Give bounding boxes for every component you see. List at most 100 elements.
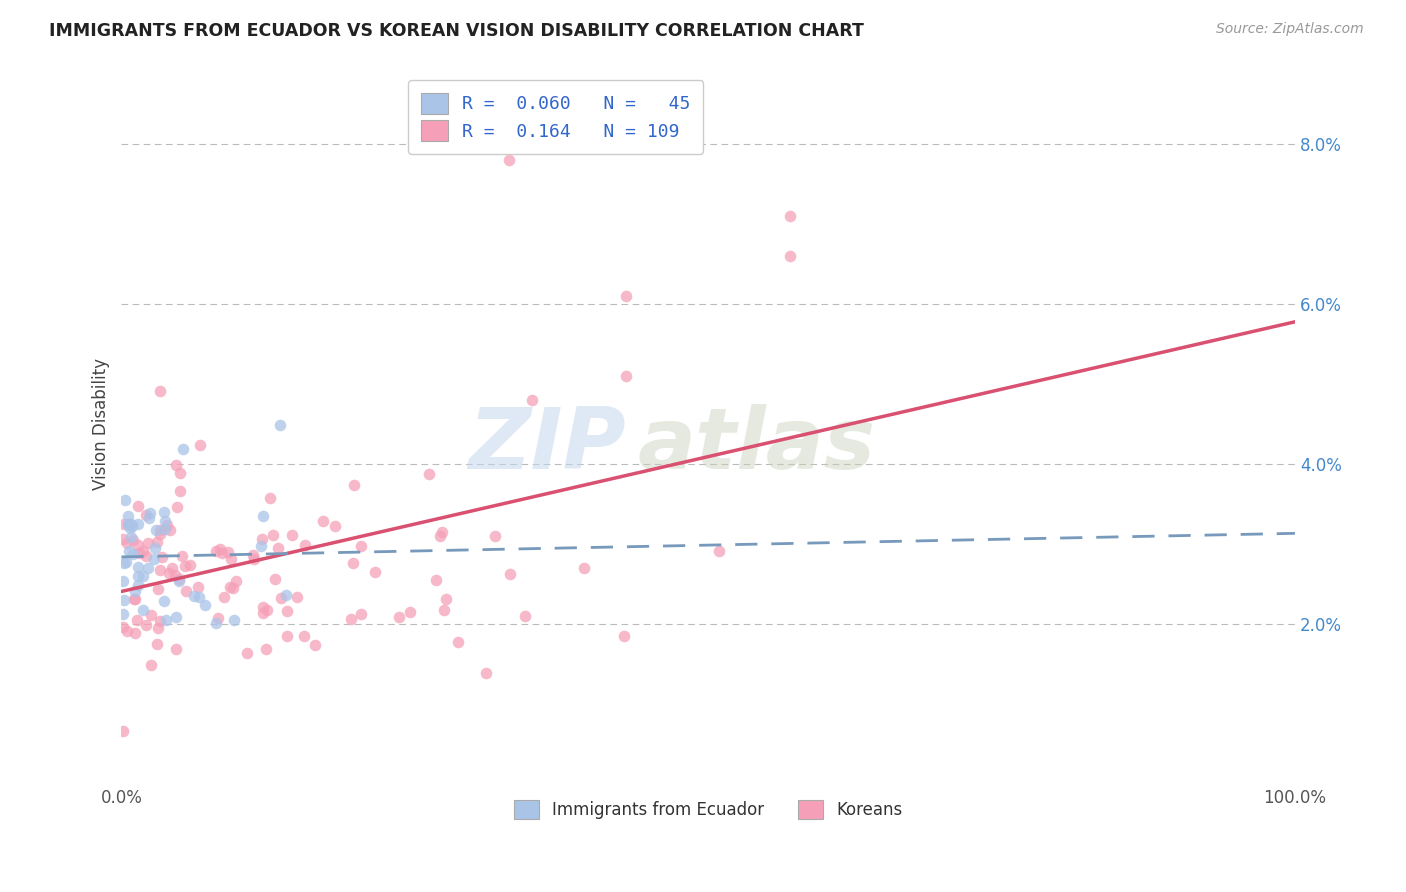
Point xyxy=(169,466,191,480)
Point xyxy=(153,505,176,519)
Point xyxy=(128,546,150,560)
Point xyxy=(614,289,637,303)
Point xyxy=(281,527,304,541)
Point xyxy=(614,368,637,383)
Point xyxy=(112,556,135,570)
Point xyxy=(117,516,139,531)
Point xyxy=(127,499,149,513)
Point xyxy=(155,514,177,528)
Point xyxy=(132,544,155,558)
Point xyxy=(418,467,440,481)
Text: ZIP: ZIP xyxy=(468,404,626,487)
Point xyxy=(115,555,138,569)
Point xyxy=(124,592,146,607)
Point xyxy=(124,584,146,599)
Point xyxy=(112,516,135,531)
Point xyxy=(132,603,155,617)
Point xyxy=(447,635,470,649)
Point xyxy=(269,417,291,432)
Point xyxy=(155,613,177,627)
Point xyxy=(111,532,134,546)
Point xyxy=(111,620,134,634)
Point xyxy=(118,516,141,531)
Point xyxy=(312,514,335,528)
Point xyxy=(159,523,181,537)
Point xyxy=(138,536,160,550)
Point xyxy=(145,523,167,537)
Point xyxy=(146,621,169,635)
Point xyxy=(429,529,451,543)
Point xyxy=(499,566,522,581)
Point xyxy=(135,549,157,563)
Point xyxy=(156,518,179,533)
Point xyxy=(222,581,245,595)
Point xyxy=(242,548,264,562)
Point xyxy=(252,533,274,547)
Point xyxy=(513,609,536,624)
Point xyxy=(169,484,191,499)
Point xyxy=(149,614,172,628)
Point xyxy=(115,624,138,638)
Point xyxy=(174,584,197,599)
Point xyxy=(121,548,143,562)
Point xyxy=(148,563,170,577)
Point xyxy=(208,541,231,556)
Point xyxy=(274,588,297,602)
Point xyxy=(224,613,246,627)
Point xyxy=(294,538,316,552)
Point xyxy=(120,517,142,532)
Point xyxy=(153,522,176,536)
Point xyxy=(214,591,236,605)
Point xyxy=(225,574,247,589)
Point xyxy=(172,442,194,456)
Point xyxy=(256,603,278,617)
Point xyxy=(165,458,187,472)
Point xyxy=(484,529,506,543)
Point xyxy=(250,539,273,553)
Point xyxy=(779,209,801,223)
Point xyxy=(149,384,172,398)
Point xyxy=(118,517,141,532)
Point xyxy=(111,607,134,621)
Point xyxy=(170,549,193,564)
Point xyxy=(194,598,217,612)
Text: atlas: atlas xyxy=(638,404,876,487)
Point xyxy=(127,578,149,592)
Point xyxy=(364,565,387,579)
Point xyxy=(142,552,165,566)
Point xyxy=(188,590,211,604)
Point xyxy=(117,508,139,523)
Point xyxy=(292,629,315,643)
Point xyxy=(146,534,169,549)
Point xyxy=(111,724,134,739)
Point xyxy=(120,521,142,535)
Point xyxy=(120,530,142,544)
Point xyxy=(323,519,346,533)
Point xyxy=(167,574,190,589)
Point xyxy=(350,607,373,621)
Point xyxy=(498,153,520,167)
Point xyxy=(127,560,149,574)
Point xyxy=(125,613,148,627)
Point xyxy=(430,524,453,539)
Point xyxy=(169,572,191,586)
Point xyxy=(112,593,135,607)
Point xyxy=(179,558,201,573)
Point xyxy=(613,629,636,643)
Point xyxy=(425,573,447,587)
Point xyxy=(254,641,277,656)
Point xyxy=(252,600,274,615)
Point xyxy=(160,561,183,575)
Legend: Immigrants from Ecuador, Koreans: Immigrants from Ecuador, Koreans xyxy=(508,793,910,826)
Point xyxy=(434,591,457,606)
Point xyxy=(263,572,285,586)
Point xyxy=(707,544,730,558)
Point xyxy=(136,561,159,575)
Point xyxy=(139,607,162,622)
Point xyxy=(186,580,208,594)
Point xyxy=(139,506,162,520)
Point xyxy=(165,641,187,656)
Point xyxy=(117,536,139,550)
Point xyxy=(122,592,145,607)
Point xyxy=(146,582,169,596)
